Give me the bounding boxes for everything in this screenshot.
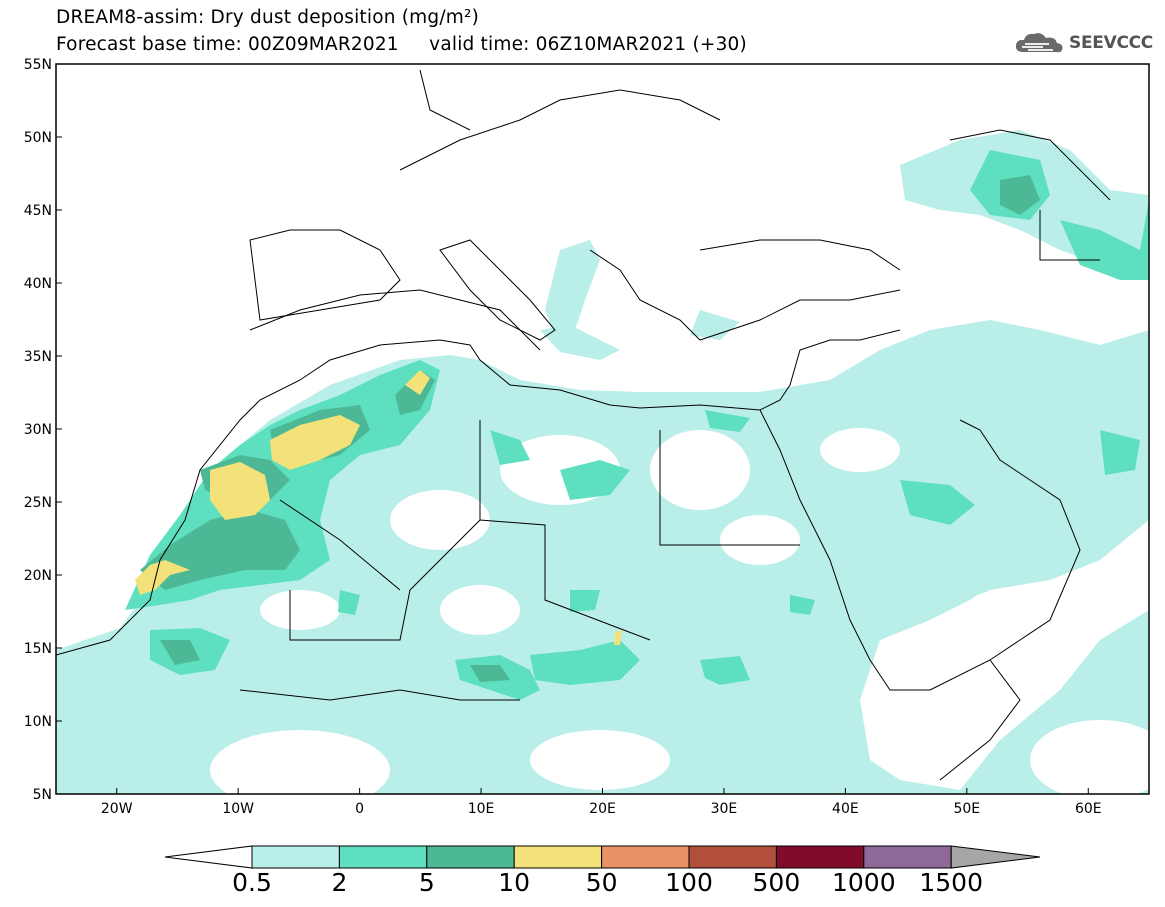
seevccc-logo: SEEVCCC [1013, 30, 1153, 56]
colorbar-label: 10 [498, 868, 531, 897]
colorbar-label: 2 [331, 868, 348, 897]
lat-tick-label: 20N [24, 568, 52, 584]
colorbar-label: 500 [752, 868, 801, 897]
colorbar-label: 1500 [919, 868, 983, 897]
lon-tick-label: 0 [355, 801, 364, 817]
colorbar-label: 50 [585, 868, 618, 897]
longitude-axis: 20W 10W 0 10E 20E 30E 40E 50E 60E [101, 788, 1102, 817]
lat-tick-label: 50N [24, 130, 52, 146]
lon-tick-label: 20E [589, 801, 616, 817]
lat-tick-label: 55N [24, 57, 52, 73]
deposition-field [56, 130, 1149, 794]
forecast-times: Forecast base time: 00Z09MAR2021 valid t… [56, 34, 747, 55]
colorbar-label: 0.5 [232, 868, 272, 897]
lat-tick-label: 15N [24, 641, 52, 657]
latitude-axis: 55N 50N 45N 40N 35N 30N 25N 20N 15N 10N 5N [24, 57, 62, 803]
logo-text: SEEVCCC [1069, 33, 1153, 53]
lat-tick-label: 10N [24, 714, 52, 730]
deposition-level-10 [135, 370, 622, 645]
lat-tick-label: 35N [24, 349, 52, 365]
colorbar-label: 100 [665, 868, 713, 897]
deposition-gaps [210, 428, 1149, 794]
lon-tick-label: 10W [222, 801, 254, 817]
lon-tick-label: 50E [953, 801, 980, 817]
cloud-logo-icon [1015, 33, 1063, 53]
colorbar [164, 845, 1041, 869]
lon-tick-label: 60E [1075, 801, 1102, 817]
colorbar-swatch [513, 845, 603, 869]
lon-tick-label: 10E [468, 801, 495, 817]
valid-time: valid time: 06Z10MAR2021 (+30) [429, 34, 747, 55]
colorbar-swatch [251, 845, 340, 869]
colorbar-swatch [775, 845, 865, 869]
colorbar-label: 5 [418, 868, 435, 897]
lon-tick-label: 20W [101, 801, 133, 817]
map-title: DREAM8-assim: Dry dust deposition (mg/m²… [56, 7, 480, 28]
lon-tick-label: 30E [711, 801, 738, 817]
lat-tick-label: 45N [24, 203, 52, 219]
colorbar-swatch [601, 845, 690, 869]
colorbar-label: 1000 [831, 868, 896, 897]
lon-tick-label: 40E [832, 801, 859, 817]
colorbar-swatch [688, 845, 777, 869]
colorbar-swatch [863, 845, 952, 869]
colorbar-over-triangle [950, 845, 1041, 869]
coastlines-borders [56, 69, 1111, 781]
lat-tick-label: 40N [24, 276, 52, 292]
lat-tick-label: 5N [33, 787, 52, 803]
colorbar-swatch [338, 845, 428, 869]
lat-tick-label: 30N [24, 422, 52, 438]
lat-tick-label: 25N [24, 495, 52, 511]
colorbar-under-triangle [164, 845, 253, 869]
colorbar-swatch [426, 845, 515, 869]
base-time: Forecast base time: 00Z09MAR2021 [56, 34, 399, 55]
